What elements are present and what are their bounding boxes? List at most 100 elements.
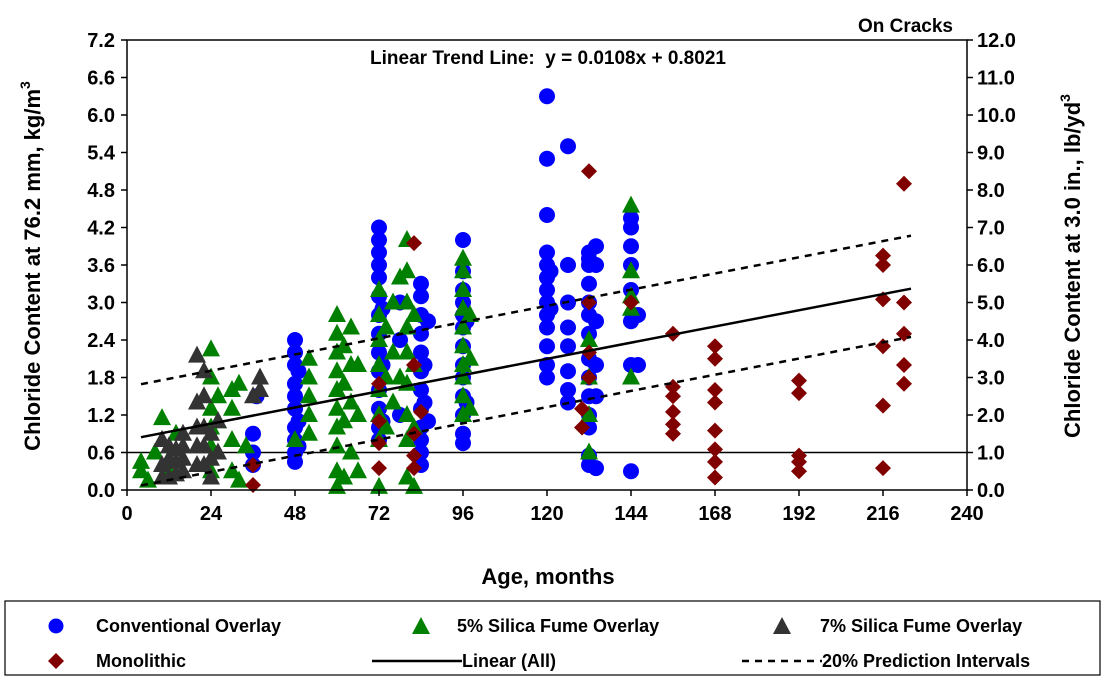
- data-point: [370, 305, 388, 322]
- x-tick-label: 24: [200, 503, 223, 525]
- x-axis-title: Age, months: [481, 564, 614, 589]
- y-left-tick-label: 1.8: [87, 368, 115, 390]
- data-point: [371, 232, 387, 248]
- data-point: [623, 238, 639, 255]
- data-point: [580, 330, 598, 347]
- data-point: [371, 413, 387, 430]
- x-tick-label: 216: [866, 503, 899, 525]
- data-point: [580, 405, 598, 422]
- y-left-tick-label: 6.6: [87, 68, 115, 90]
- x-tick-label: 240: [950, 503, 983, 525]
- data-point: [622, 261, 640, 279]
- data-point: [371, 257, 387, 273]
- plot-marks: [127, 40, 967, 494]
- data-point: [174, 423, 192, 441]
- data-point: [398, 292, 416, 310]
- y-left-tick-label: 5.4: [87, 143, 116, 165]
- data-point: [230, 373, 248, 391]
- data-point: [392, 332, 408, 348]
- y-right-tick-label: 4.0: [977, 330, 1005, 352]
- data-point: [454, 280, 472, 297]
- data-point: [420, 413, 436, 430]
- axes: 0 24 48 72 96 120 144 168 192 216 2400.00.61.21.82…: [87, 30, 1016, 525]
- y-right-tick-label: 8.0: [977, 180, 1005, 202]
- data-point: [287, 332, 303, 348]
- data-point: [539, 207, 555, 223]
- y-left-tick-label: 0.6: [87, 443, 115, 465]
- data-point: [461, 398, 479, 416]
- y-right-tick-label: 5.0: [977, 293, 1005, 315]
- data-point: [707, 469, 723, 486]
- data-point: [791, 447, 807, 464]
- data-point: [328, 436, 346, 454]
- data-point: [539, 357, 555, 373]
- data-point: [581, 369, 597, 386]
- data-point: [328, 305, 346, 322]
- data-point: [174, 461, 192, 479]
- data-point: [195, 436, 213, 454]
- y-right-tick-label: 11.0: [977, 68, 1015, 90]
- data-point: [371, 244, 387, 261]
- data-point: [875, 257, 891, 273]
- data-point: [413, 403, 429, 420]
- data-point: [202, 423, 220, 441]
- data-point: [287, 375, 303, 392]
- y-left-tick-label: 3.0: [87, 293, 115, 315]
- y-left-tick-label: 2.4: [87, 330, 116, 352]
- data-point: [342, 317, 360, 335]
- y-right-tick-label: 6.0: [977, 255, 1005, 277]
- y-left-tick-label: 0.0: [87, 480, 115, 502]
- data-point: [420, 313, 436, 330]
- data-point: [413, 382, 429, 398]
- corner-annotation: On Cracks: [858, 16, 953, 37]
- legend-triangle-icon: [773, 617, 791, 634]
- y-left-tick-label: 6.0: [87, 105, 115, 127]
- legend-circle-icon: [48, 618, 64, 634]
- data-point: [384, 292, 402, 310]
- data-point: [371, 460, 387, 477]
- data-point: [377, 417, 395, 435]
- data-point: [371, 269, 387, 286]
- data-point: [707, 453, 723, 470]
- data-point: [539, 282, 555, 298]
- data-point: [349, 355, 367, 372]
- legend-box: [4, 600, 1101, 676]
- data-point: [454, 261, 472, 279]
- data-point: [539, 150, 555, 167]
- data-point: [896, 357, 912, 373]
- data-point: [406, 235, 422, 252]
- trend-equation: Linear Trend Line: y = 0.0108x + 0.8021: [370, 48, 726, 69]
- data-point: [245, 457, 261, 473]
- y-axis-right-title: Chloride Content at 3.0 in., lb/yd3: [1057, 94, 1085, 438]
- data-point: [398, 317, 416, 335]
- data-point: [370, 355, 388, 372]
- y-right-tick-label: 7.0: [977, 218, 1005, 240]
- legend-label-linear: Linear (All): [462, 651, 556, 671]
- data-point: [461, 348, 479, 366]
- legend-label-conventional: Conventional Overlay: [96, 616, 281, 636]
- data-point: [623, 210, 639, 227]
- x-tick-label: 72: [368, 503, 390, 525]
- data-point: [377, 317, 395, 335]
- legend-diamond-icon: [48, 653, 64, 669]
- data-point: [665, 425, 681, 442]
- data-point: [665, 416, 681, 433]
- data-point: [454, 386, 472, 404]
- x-tick-label: 0: [121, 503, 132, 525]
- legend: Conventional Overlay 5% Silica Fume Over…: [4, 600, 1101, 676]
- data-point: [195, 361, 213, 379]
- data-point: [665, 388, 681, 405]
- data-point: [875, 397, 891, 414]
- data-point: [875, 460, 891, 477]
- data-point: [580, 442, 598, 460]
- y-right-tick-label: 12.0: [977, 30, 1016, 52]
- data-point: [300, 386, 318, 404]
- data-point: [188, 345, 206, 363]
- data-point: [371, 375, 387, 392]
- data-point: [896, 175, 912, 192]
- data-point: [539, 319, 555, 336]
- data-point: [791, 372, 807, 389]
- data-point: [588, 357, 604, 373]
- data-point: [791, 463, 807, 480]
- legend-triangle-icon: [412, 617, 430, 634]
